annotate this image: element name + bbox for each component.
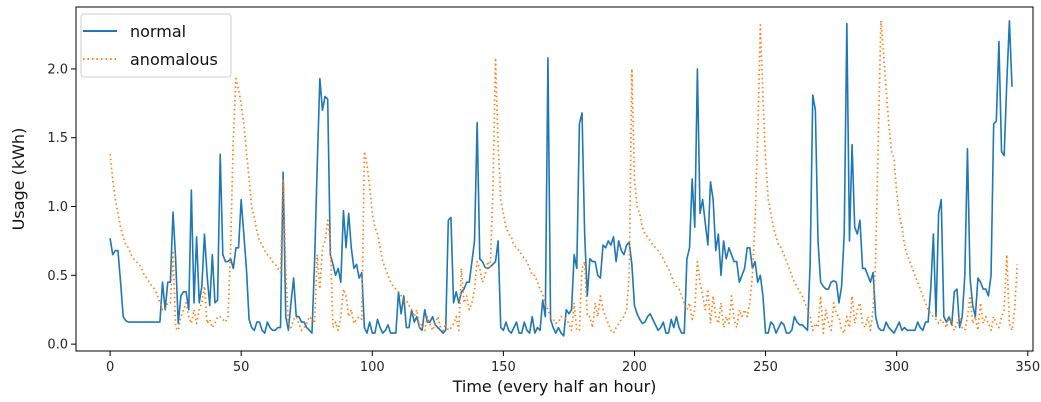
legend: normal anomalous [80,13,232,78]
legend-box [80,13,232,78]
x-tick-label: 150 [491,360,516,375]
x-tick-label: 300 [884,360,909,375]
y-tick-label: 0.0 [47,338,68,353]
series-layer [109,19,1019,337]
legend-label-anomalous: anomalous [130,50,218,69]
y-tick-label: 1.0 [47,200,68,215]
x-tick-label: 350 [1015,360,1040,375]
x-axis-label: Time (every half an hour) [452,377,657,396]
y-tick-label: 0.5 [47,269,68,284]
plot-area [109,19,1019,337]
legend-label-normal: normal [130,22,186,41]
y-axis-label: Usage (kWh) [9,128,28,231]
x-tick-label: 50 [233,360,250,375]
x-tick-label: 100 [360,360,385,375]
axes-frame [75,6,1034,352]
series-line-normal [109,19,1013,337]
x-tick-label: 250 [753,360,778,375]
x-axis: 0 50 100 150 200 250 300 350 [106,351,1040,375]
y-tick-label: 2.0 [47,62,68,77]
x-tick-label: 0 [106,360,114,375]
y-axis: 0.0 0.5 1.0 1.5 2.0 [47,62,76,353]
y-tick-label: 1.5 [47,131,68,146]
x-tick-label: 200 [622,360,647,375]
series-line-anomalous [109,19,1019,334]
